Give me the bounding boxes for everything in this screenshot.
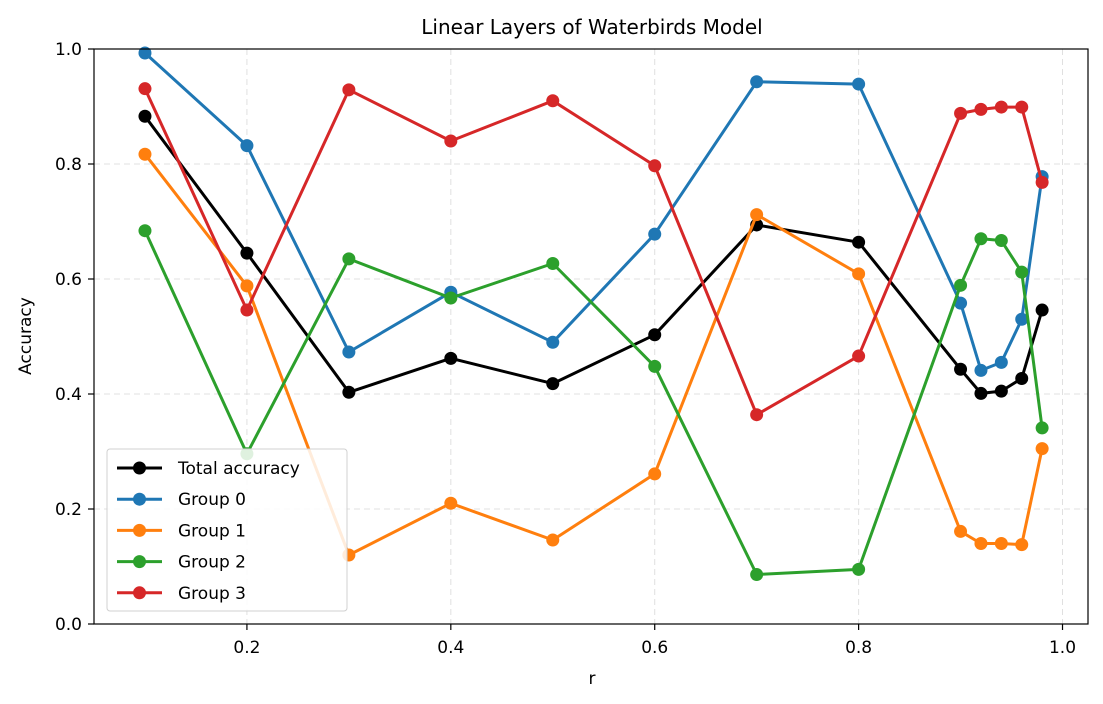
axis-ticks: 0.2 0.4 0.6 0.8 1.0 0.0 0.2 0.4 0.6 0.8 1.0 <box>55 40 1076 658</box>
data-point <box>750 208 764 222</box>
data-point <box>954 106 968 120</box>
data-point <box>750 568 764 582</box>
data-point <box>648 328 662 342</box>
data-point <box>994 233 1008 247</box>
data-point <box>852 77 866 91</box>
legend-label: Total accuracy <box>177 459 300 479</box>
x-axis-label: r <box>589 669 596 689</box>
data-point <box>444 496 458 510</box>
data-point <box>750 408 764 422</box>
y-axis-label: Accuracy <box>16 297 36 375</box>
data-point <box>342 83 356 97</box>
data-point <box>994 384 1008 398</box>
data-point <box>852 349 866 363</box>
data-point <box>852 235 866 249</box>
data-point <box>1015 371 1029 385</box>
data-point <box>444 134 458 148</box>
chart-title: Linear Layers of Waterbirds Model <box>421 15 762 39</box>
data-point <box>444 291 458 305</box>
data-point <box>954 524 968 538</box>
data-point <box>954 296 968 310</box>
x-tick-label: 0.6 <box>641 638 668 658</box>
series-layer <box>138 46 1049 582</box>
legend-item: Group 0 <box>117 490 246 510</box>
data-point <box>954 278 968 292</box>
x-tick-label: 1.0 <box>1049 638 1076 658</box>
data-point <box>954 362 968 376</box>
x-tick-label: 0.2 <box>233 638 260 658</box>
data-point <box>974 537 988 550</box>
legend-marker <box>133 461 146 475</box>
data-point <box>648 359 662 373</box>
legend-label: Group 0 <box>178 490 246 510</box>
data-point <box>994 100 1008 114</box>
data-point <box>546 256 560 270</box>
data-point <box>1015 538 1029 552</box>
data-point <box>546 335 560 349</box>
data-point <box>1035 442 1049 456</box>
data-point <box>1035 421 1049 435</box>
x-tick-label: 0.4 <box>437 638 464 658</box>
data-point <box>342 252 356 266</box>
y-tick-label: 0.8 <box>55 155 82 175</box>
series-4 <box>138 82 1049 422</box>
data-point <box>852 562 866 576</box>
data-point <box>240 139 254 153</box>
x-tick-label: 0.8 <box>845 638 872 658</box>
legend-label: Group 3 <box>178 584 246 604</box>
data-point <box>240 303 254 317</box>
data-point <box>994 355 1008 369</box>
data-point <box>648 227 662 241</box>
legend-marker <box>133 523 146 537</box>
legend-item: Group 3 <box>117 584 246 604</box>
data-point <box>852 267 866 281</box>
data-point <box>974 386 988 400</box>
data-point <box>1015 100 1029 114</box>
data-point <box>1035 303 1049 317</box>
legend-item: Group 1 <box>117 521 246 541</box>
y-tick-label: 0.4 <box>55 385 82 405</box>
legend-item: Group 2 <box>117 553 246 573</box>
legend: Total accuracy Group 0 Group 1 Group 2 Group… <box>106 448 348 612</box>
data-point <box>750 75 764 89</box>
y-tick-label: 0.0 <box>55 615 82 635</box>
data-point <box>138 109 152 123</box>
series-2 <box>138 147 1049 562</box>
data-point <box>138 82 152 96</box>
data-point <box>974 363 988 377</box>
data-point <box>1035 175 1049 189</box>
y-tick-label: 0.6 <box>55 270 82 290</box>
data-point <box>994 537 1008 550</box>
data-point <box>974 232 988 246</box>
legend-box <box>106 448 348 612</box>
data-point <box>648 159 662 173</box>
data-point <box>240 279 254 293</box>
y-tick-label: 0.2 <box>55 500 82 520</box>
data-point <box>138 147 152 161</box>
data-point <box>1015 312 1029 326</box>
data-point <box>546 533 560 547</box>
legend-marker <box>133 492 146 506</box>
data-point <box>974 102 988 116</box>
legend-label: Group 1 <box>178 521 246 541</box>
data-point <box>1015 265 1029 279</box>
legend-marker <box>133 555 146 569</box>
legend-marker <box>133 586 146 600</box>
series-3 <box>138 224 1049 582</box>
data-point <box>240 246 254 260</box>
data-point <box>342 345 356 359</box>
data-point <box>342 385 356 399</box>
data-point <box>546 94 560 108</box>
y-tick-label: 1.0 <box>55 40 82 60</box>
legend-item: Total accuracy <box>117 459 300 479</box>
data-point <box>444 351 458 365</box>
data-point <box>138 224 152 238</box>
data-point <box>546 377 560 391</box>
data-point <box>648 467 662 481</box>
plot-frame <box>93 48 1089 625</box>
data-point <box>138 46 152 60</box>
series-0 <box>138 109 1049 400</box>
legend-label: Group 2 <box>178 553 246 573</box>
